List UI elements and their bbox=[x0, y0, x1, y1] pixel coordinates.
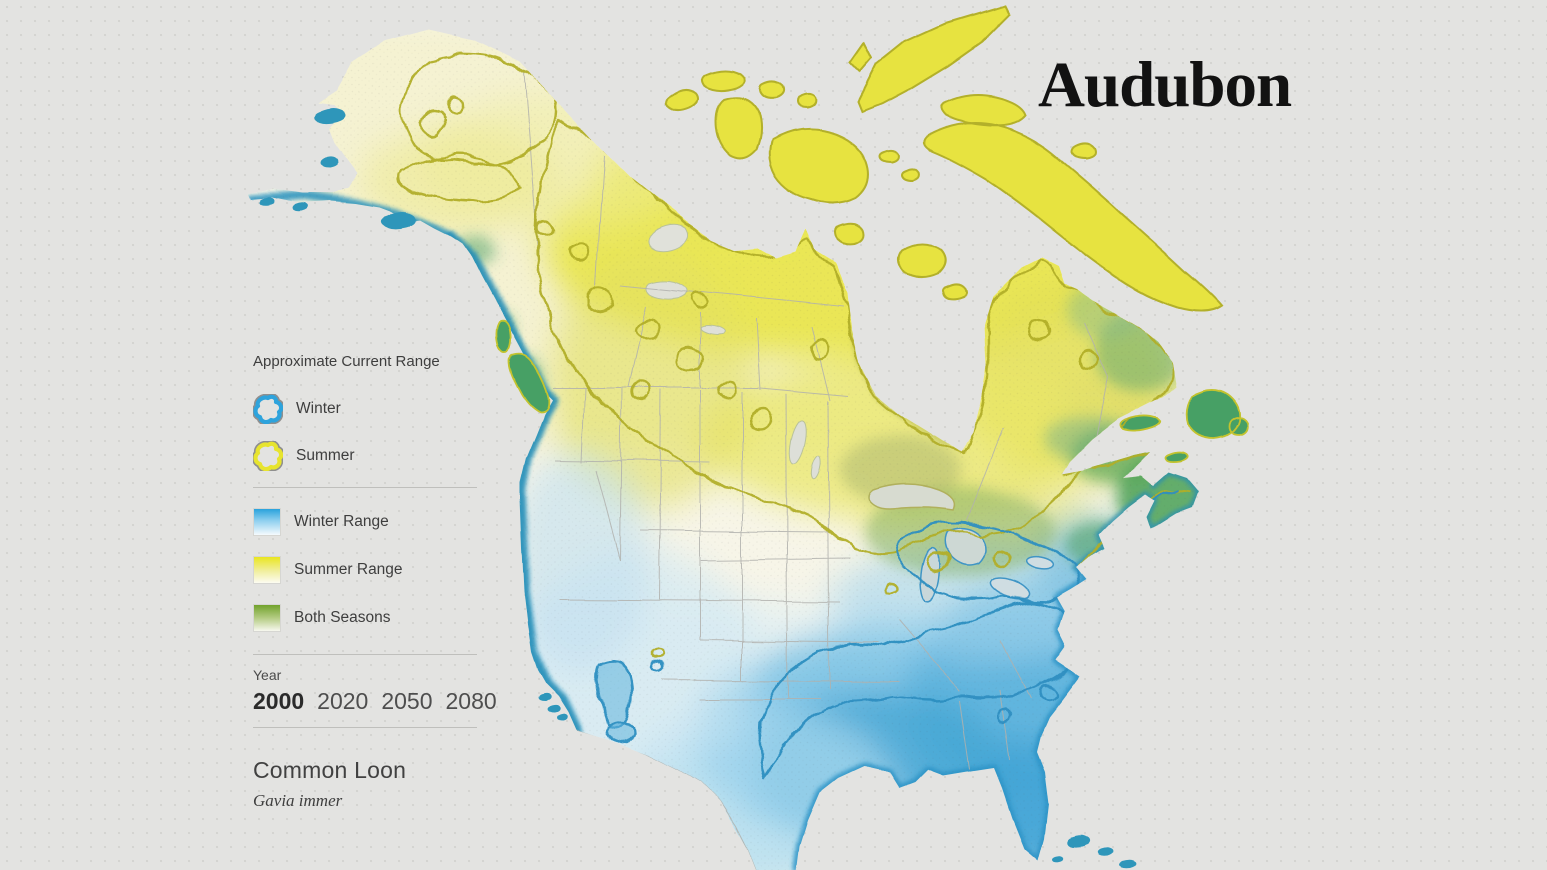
legend-item-winter-range: Winter Range bbox=[253, 508, 477, 536]
year-selector: 2000 2020 2050 2080 bbox=[253, 688, 497, 715]
winter-outline-icon bbox=[253, 394, 283, 424]
legend-divider-1 bbox=[253, 487, 477, 488]
winter-range-label: Winter Range bbox=[294, 513, 389, 530]
year-option-2080[interactable]: 2080 bbox=[445, 688, 497, 714]
year-option-2000[interactable]: 2000 bbox=[253, 688, 305, 714]
both-seasons-swatch bbox=[253, 604, 281, 632]
legend-item-both-seasons: Both Seasons bbox=[253, 604, 477, 632]
summer-outline-icon bbox=[253, 441, 283, 471]
summer-range-label: Summer Range bbox=[294, 561, 403, 578]
legend-item-summer-outline: Summer bbox=[253, 441, 477, 471]
state-borders bbox=[523, 71, 1109, 870]
summer-outline-label: Summer bbox=[296, 447, 355, 464]
winter-range-swatch bbox=[253, 508, 281, 536]
species-scientific-name: Gavia immer bbox=[253, 791, 343, 810]
audubon-logo: Audubon bbox=[1038, 49, 1292, 121]
year-option-2020[interactable]: 2020 bbox=[317, 688, 369, 714]
winter-outline-label: Winter bbox=[296, 400, 341, 417]
legend-item-summer-range: Summer Range bbox=[253, 556, 477, 584]
species-common-name: Common Loon bbox=[253, 757, 407, 783]
year-option-2050[interactable]: 2050 bbox=[381, 688, 433, 714]
both-seasons-label: Both Seasons bbox=[294, 609, 391, 626]
legend-panel: Approximate Current Range Winter Summer … bbox=[253, 353, 497, 811]
current-range-outline-winter bbox=[596, 488, 1179, 778]
legend-divider-3 bbox=[253, 727, 477, 728]
current-range-title: Approximate Current Range bbox=[253, 353, 440, 370]
summer-range-swatch bbox=[253, 556, 281, 584]
year-label: Year bbox=[253, 667, 282, 683]
legend-item-winter-outline: Winter bbox=[253, 394, 477, 424]
legend-divider-2 bbox=[253, 654, 477, 655]
